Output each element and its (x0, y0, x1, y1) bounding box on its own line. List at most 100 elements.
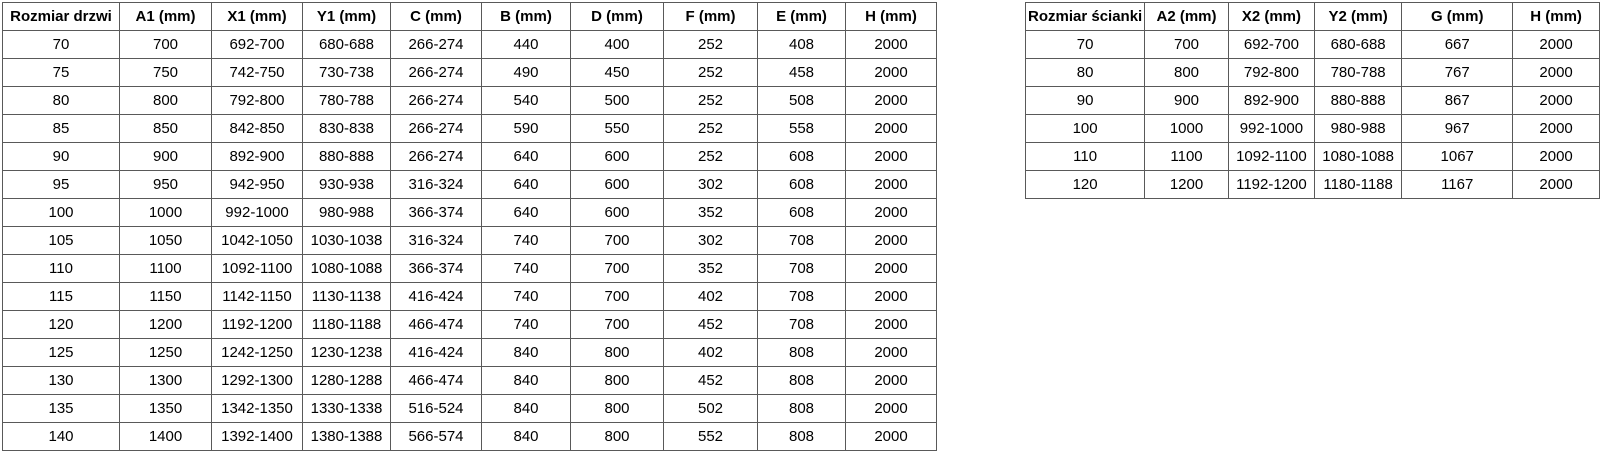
table-cell: 980-988 (1314, 114, 1403, 143)
table-cell: 800 (570, 366, 664, 395)
table-cell: 1000 (119, 198, 212, 227)
table-cell: 366-374 (390, 198, 482, 227)
table-cell: 692-700 (211, 30, 303, 59)
table-cell: 992-1000 (1227, 114, 1316, 143)
table-cell: 950 (119, 170, 212, 199)
table-cell: 1350 (119, 394, 212, 423)
table-cell: 708 (757, 226, 846, 255)
column-header: H (mm) (845, 2, 937, 31)
table-cell: 700 (570, 226, 664, 255)
table-cell: 120 (2, 310, 120, 339)
table-cell: 840 (481, 338, 571, 367)
table-row: 110 1100 1092-1100 1080-1088 366-374 740 700 35… (2, 254, 937, 283)
table-cell: 1067 (1401, 142, 1514, 171)
table-cell: 2000 (845, 142, 937, 171)
table-cell: 740 (481, 226, 571, 255)
table-cell: 252 (663, 30, 758, 59)
table-cell: 95 (2, 170, 120, 199)
table-cell: 2000 (845, 338, 937, 367)
table-cell: 2000 (845, 58, 937, 87)
table-row: 120 1200 1192-1200 1180-1188 1167 2000 (1024, 170, 1600, 199)
table-cell: 252 (663, 58, 758, 87)
table-row: 140 1400 1392-1400 1380-1388 566-574 840 800 55… (2, 422, 937, 451)
table-cell: 1180-1188 (302, 310, 391, 339)
table-row: 105 1050 1042-1050 1030-1038 316-324 740 700 30… (2, 226, 937, 255)
table-cell: 800 (119, 86, 212, 115)
table-cell: 1130-1138 (302, 282, 391, 311)
table-cell: 808 (757, 422, 846, 451)
table-cell: 552 (663, 422, 758, 451)
table-cell: 100 (2, 198, 120, 227)
table-cell: 2000 (1512, 142, 1600, 171)
table-cell: 740 (481, 310, 571, 339)
column-header: F (mm) (663, 2, 758, 31)
table-cell: 600 (570, 142, 664, 171)
table-cell: 800 (570, 394, 664, 423)
table-cell: 1250 (119, 338, 212, 367)
table-cell: 730-738 (302, 58, 391, 87)
column-header: A1 (mm) (119, 2, 212, 31)
table-cell: 1150 (119, 282, 212, 311)
table-row: 70 700 692-700 680-688 667 2000 (1024, 30, 1600, 59)
table-cell: 2000 (845, 254, 937, 283)
table-cell: 640 (481, 170, 571, 199)
table-cell: 930-938 (302, 170, 391, 199)
wall-size-table: Rozmiar ścianki A2 (mm) X2 (mm) Y2 (mm) G (m… (1024, 2, 1600, 199)
table-cell: 502 (663, 394, 758, 423)
table-cell: 120 (1024, 170, 1146, 199)
table-cell: 466-474 (390, 366, 482, 395)
table-cell: 70 (2, 30, 120, 59)
table-cell: 800 (570, 338, 664, 367)
table-cell: 808 (757, 338, 846, 367)
table-cell: 416-424 (390, 282, 482, 311)
table-cell: 416-424 (390, 338, 482, 367)
table-cell: 2000 (845, 86, 937, 115)
table-row: 120 1200 1192-1200 1180-1188 466-474 740 700 45… (2, 310, 937, 339)
column-header: Rozmiar ścianki (1024, 2, 1146, 31)
table-cell: 2000 (845, 30, 937, 59)
table-cell: 352 (663, 254, 758, 283)
table-cell: 808 (757, 394, 846, 423)
table-cell: 316-324 (390, 226, 482, 255)
table-cell: 1080-1088 (1314, 142, 1403, 171)
table-cell: 550 (570, 114, 664, 143)
table-cell: 792-800 (211, 86, 303, 115)
table-cell: 840 (481, 422, 571, 451)
table-cell: 1300 (119, 366, 212, 395)
column-header: Rozmiar drzwi (2, 2, 120, 31)
table-cell: 110 (1024, 142, 1146, 171)
table-cell: 750 (119, 58, 212, 87)
table-cell: 90 (1024, 86, 1146, 115)
table-cell: 500 (570, 86, 664, 115)
table-cell: 608 (757, 198, 846, 227)
table-cell: 452 (663, 366, 758, 395)
table-cell: 2000 (845, 226, 937, 255)
table-cell: 80 (1024, 58, 1146, 87)
table-cell: 1200 (119, 310, 212, 339)
table-cell: 2000 (1512, 114, 1600, 143)
table-cell: 316-324 (390, 170, 482, 199)
table-cell: 692-700 (1227, 30, 1316, 59)
door-size-table: Rozmiar drzwi A1 (mm) X1 (mm) Y1 (mm) C (mm)… (2, 2, 937, 451)
table-cell: 558 (757, 114, 846, 143)
table-cell: 992-1000 (211, 198, 303, 227)
column-header: X1 (mm) (211, 2, 303, 31)
table-cell: 2000 (845, 282, 937, 311)
column-header: H (mm) (1512, 2, 1600, 31)
table-cell: 402 (663, 338, 758, 367)
table-cell: 1230-1238 (302, 338, 391, 367)
table-cell: 708 (757, 254, 846, 283)
table-cell: 252 (663, 142, 758, 171)
table-cell: 266-274 (390, 86, 482, 115)
table-cell: 2000 (845, 310, 937, 339)
table-cell: 540 (481, 86, 571, 115)
table-cell: 680-688 (302, 30, 391, 59)
table-cell: 800 (1144, 58, 1229, 87)
table-cell: 1330-1338 (302, 394, 391, 423)
header-row: Rozmiar drzwi A1 (mm) X1 (mm) Y1 (mm) C (mm)… (2, 2, 937, 31)
table-cell: 967 (1401, 114, 1514, 143)
table-cell: 302 (663, 170, 758, 199)
table-cell: 590 (481, 114, 571, 143)
table-cell: 75 (2, 58, 120, 87)
table-cell: 408 (757, 30, 846, 59)
